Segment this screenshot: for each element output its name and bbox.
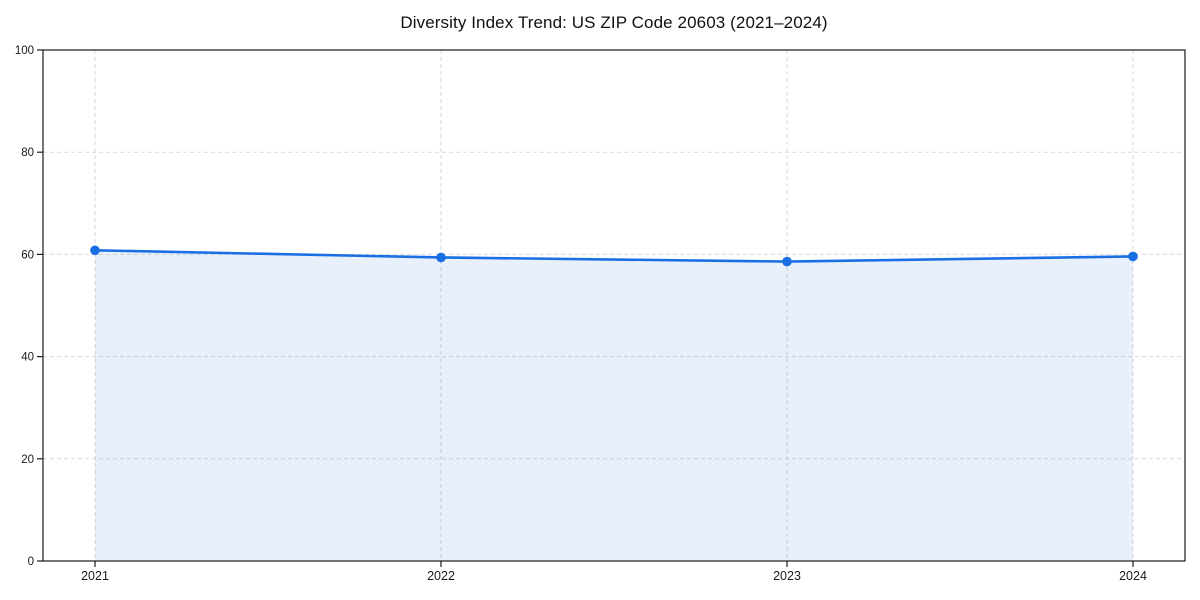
data-point-marker-2022 [436, 252, 446, 263]
y-tick-label-40: 40 [21, 352, 34, 364]
x-tick-label-2023: 2023 [773, 569, 801, 583]
trend-line [93, 249, 1135, 263]
chart-title: Diversity Index Trend: US ZIP Code 20603… [400, 13, 828, 32]
y-tick-label-0: 0 [28, 556, 34, 568]
y-tick-label-100: 100 [15, 45, 34, 57]
y-tick-label-60: 60 [21, 249, 34, 261]
x-tick-label-2022: 2022 [427, 569, 455, 583]
plot-border [42, 49, 1186, 562]
x-tick-label-2024: 2024 [1119, 569, 1147, 583]
data-point-marker-2023 [782, 256, 792, 267]
data-point-marker-2021 [90, 245, 100, 256]
x-tick-label-2021: 2021 [81, 569, 109, 583]
data-point-marker-2024 [1128, 251, 1138, 262]
y-tick-label-80: 80 [21, 147, 34, 159]
y-tick-label-20: 20 [21, 454, 34, 466]
area-fill [95, 250, 1133, 561]
